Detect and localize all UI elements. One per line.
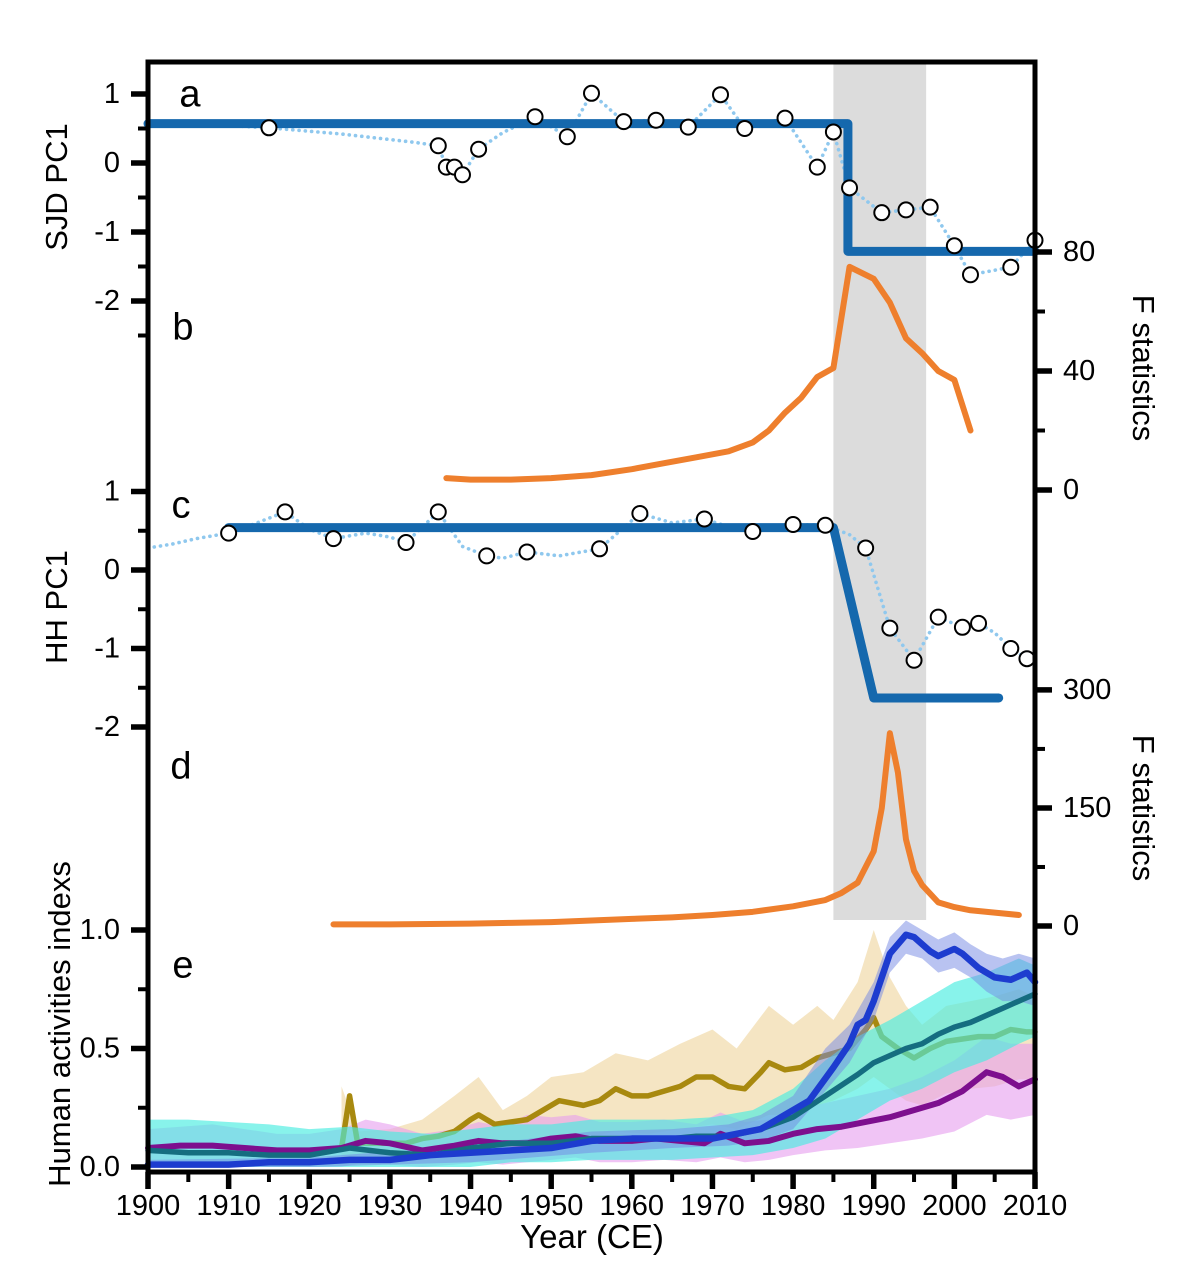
b-tick-label: 40	[1063, 355, 1095, 387]
sjd-observed-dotted-marker	[429, 137, 447, 155]
sjd-observed-dotted-marker	[526, 108, 544, 126]
y-axis-title-f-statistics-bottom: F statistics	[1126, 734, 1161, 882]
d-tick-label: 300	[1063, 674, 1111, 706]
sjd-observed-dotted-marker	[470, 140, 488, 158]
x-tick-label: 1990	[841, 1190, 906, 1222]
hh-observed-dotted-marker	[518, 543, 536, 561]
sjd-observed-dotted-marker	[615, 113, 633, 131]
hh-observed-dotted-marker	[816, 516, 834, 534]
hh-observed-dotted-marker	[905, 651, 923, 669]
e-tick-label: 1.0	[80, 914, 120, 946]
d-tick-label: 0	[1063, 910, 1079, 942]
hh-observed-dotted-marker	[591, 540, 609, 558]
c-tick-label: -2	[94, 711, 120, 743]
x-tick-label: 2010	[1003, 1190, 1068, 1222]
x-tick-label: 1960	[600, 1190, 665, 1222]
sjd-observed-dotted-marker	[583, 84, 600, 102]
sjd-observed-dotted-marker	[647, 111, 665, 129]
hh-f-statistic	[330, 730, 1022, 928]
sjd-observed-dotted-marker	[776, 109, 794, 127]
panel-label-c: c	[171, 484, 191, 527]
y-axis-title-human-activities: Human activities indexs	[42, 861, 77, 1187]
e-tick-label: 0.5	[80, 1033, 120, 1065]
panel-label-d: d	[170, 745, 192, 788]
x-tick-label: 1950	[519, 1190, 584, 1222]
x-tick-label: 1920	[277, 1190, 342, 1222]
hh-observed-dotted-marker	[744, 523, 762, 541]
sjd-observed-dotted-marker	[961, 266, 979, 284]
c-tick-label: 0	[104, 554, 120, 586]
hh-observed-dotted-marker	[478, 547, 496, 565]
c-tick-label: -1	[94, 633, 120, 665]
hh-observed-dotted-marker	[276, 503, 294, 521]
hh-observed-dotted-marker	[397, 534, 415, 552]
e-tick-label: 0.0	[80, 1151, 120, 1183]
hh-observed-dotted-marker	[1018, 650, 1036, 668]
x-tick-label: 1940	[438, 1190, 503, 1222]
a-tick-label: -2	[94, 285, 120, 317]
sjd-observed-dotted-marker	[260, 119, 278, 137]
y-axis-title-hh-pc1: HH PC1	[39, 550, 74, 664]
x-axis-title: Year (CE)	[520, 1218, 664, 1255]
sjd-observed-dotted-marker	[921, 198, 939, 216]
x-tick-label: 1930	[358, 1190, 423, 1222]
hh-observed-dotted-marker	[429, 503, 447, 521]
sjd-observed-dotted-marker	[558, 128, 576, 146]
band-industry	[148, 920, 1035, 1167]
hh-observed-dotted-marker	[1002, 640, 1020, 657]
a-tick-label: -1	[94, 216, 120, 248]
x-tick-label: 1980	[761, 1190, 826, 1222]
a-tick-label: 1	[104, 78, 120, 110]
hh-regime-step	[224, 523, 1004, 703]
sjd-observed-dotted-marker	[808, 158, 826, 176]
hh-observed-dotted-marker	[953, 618, 971, 636]
sjd-observed-dotted-marker	[736, 120, 754, 137]
band-agriculture	[341, 930, 1035, 1163]
sjd-observed-dotted-marker	[897, 201, 915, 219]
line-industry	[144, 931, 1039, 1168]
sjd-observed-dotted-marker	[945, 237, 963, 255]
sjd-observed-dotted-marker	[712, 86, 730, 104]
b-tick-label: 80	[1063, 236, 1095, 268]
x-tick-label: 1900	[116, 1190, 181, 1222]
hh-observed-dotted-marker	[324, 530, 342, 548]
sjd-observed-dotted-marker	[679, 118, 697, 136]
panel-label-e: e	[172, 944, 194, 987]
sjd-observed-dotted-marker	[824, 123, 842, 141]
y-axis-title-sjd-pc1: SJD PC1	[39, 123, 74, 251]
sjd-observed-dotted-marker	[1002, 258, 1020, 276]
sjd-f-statistic	[443, 263, 974, 483]
a-tick-label: 0	[104, 147, 120, 179]
hh-observed-dotted-marker	[695, 510, 713, 528]
hh-observed-dotted-marker	[631, 504, 649, 522]
hh-observed-dotted-marker	[857, 539, 875, 557]
sjd-observed-dotted-marker	[453, 166, 471, 184]
hh-observed-dotted-marker	[929, 608, 947, 626]
panel-label-b: b	[172, 306, 194, 349]
hh-observed-dotted-marker	[881, 619, 899, 637]
hh-observed-dotted-marker	[784, 515, 802, 533]
hh-observed-dotted-marker	[220, 524, 238, 542]
y-axis-title-f-statistics-top: F statistics	[1126, 294, 1161, 442]
d-tick-label: 150	[1063, 792, 1111, 824]
b-tick-label: 0	[1063, 474, 1079, 506]
sjd-observed-dotted-marker	[873, 204, 891, 222]
sjd-observed-dotted-marker	[841, 179, 859, 197]
x-tick-label: 1910	[196, 1190, 261, 1222]
x-tick-label: 1970	[680, 1190, 745, 1222]
panel-label-a: a	[179, 73, 201, 116]
band-fishery	[148, 958, 1035, 1167]
c-tick-label: 1	[104, 476, 120, 508]
hh-observed-dotted-marker	[970, 614, 988, 632]
x-tick-label: 2000	[922, 1190, 987, 1222]
